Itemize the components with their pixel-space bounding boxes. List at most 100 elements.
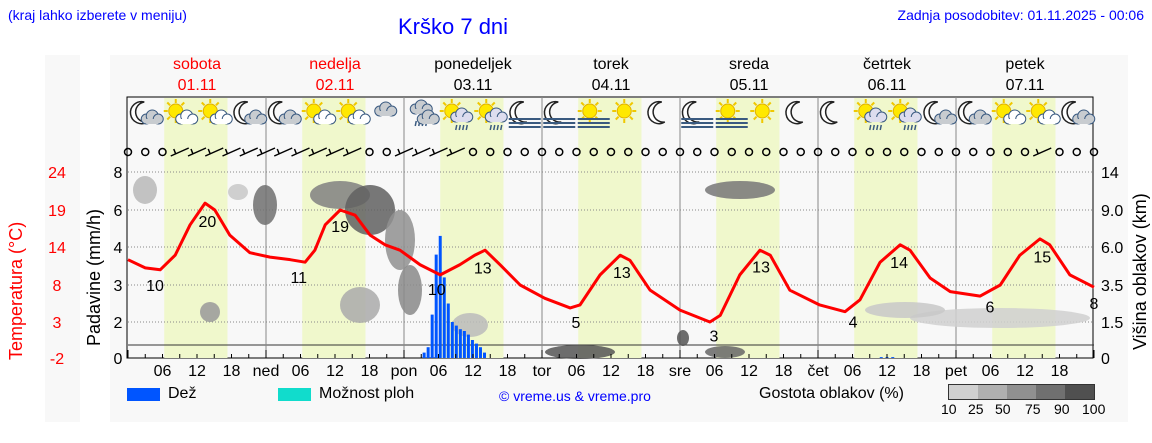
sun-cloud-icon — [336, 99, 371, 125]
sun-ray — [629, 101, 634, 107]
cloud-base — [215, 119, 228, 124]
sun-ray — [442, 115, 447, 121]
wind-barb-icon — [325, 147, 345, 157]
cloud-icon — [374, 101, 398, 117]
cloud-blob — [677, 330, 689, 346]
day-name: petek — [1005, 56, 1045, 73]
wind-calm-icon — [1089, 147, 1099, 157]
x-tick-day: pet — [945, 363, 968, 380]
cloud-blob — [705, 181, 775, 199]
sun-ray — [732, 101, 737, 107]
region-note[interactable]: (kraj lahko izberete v meniju) — [8, 7, 187, 23]
cloud-blob — [253, 185, 277, 225]
wind-calm-icon — [641, 147, 650, 157]
cloud-blob — [705, 346, 745, 358]
wind-calm-icon — [865, 147, 874, 157]
temp-axis-panel — [45, 55, 80, 422]
x-tick-hour: 12 — [602, 363, 620, 380]
rain-bar — [879, 357, 883, 358]
sun-ray — [994, 115, 999, 121]
rain-streak — [462, 124, 465, 131]
cloud-base — [180, 119, 193, 124]
x-tick-day: tor — [533, 363, 552, 380]
wind-calm-icon — [693, 147, 702, 157]
wind-calm-icon — [503, 147, 512, 157]
sun-ray — [870, 101, 875, 107]
x-tick-hour: 18 — [775, 363, 793, 380]
moon-cloud-icon — [129, 100, 164, 125]
temperature-data-label: 6 — [985, 300, 994, 317]
sun-ray — [304, 101, 309, 107]
x-tick-hour: 06 — [706, 363, 724, 380]
temperature-line — [127, 201, 1095, 324]
x-tick-hour: 12 — [1016, 363, 1034, 380]
rain-bar — [462, 331, 466, 358]
x-tick-hour: 06 — [568, 363, 586, 380]
copyright-link[interactable]: © vreme.us & vreme.pro — [499, 388, 651, 404]
cloud-base — [1043, 119, 1056, 124]
x-tick-hour: 18 — [637, 363, 655, 380]
sun-ray — [615, 101, 620, 107]
day-date: 01.11 — [178, 77, 217, 94]
x-tick-day: čet — [807, 363, 829, 380]
moon-fog-icon — [508, 100, 541, 128]
wind-calm-icon — [969, 147, 978, 157]
cloud-base — [974, 119, 987, 124]
temp-tick: 19 — [48, 203, 66, 220]
rain-streak — [414, 120, 417, 127]
wind-calm-icon — [589, 147, 598, 157]
temperature-data-label: 14 — [890, 255, 908, 272]
wind-calm-icon — [382, 147, 391, 157]
x-tick-day: ned — [253, 363, 280, 380]
moon-fog-icon — [681, 100, 714, 128]
cloud-blob — [545, 345, 615, 359]
temperature-data-label: 10 — [428, 282, 446, 299]
wind-barb-icon — [273, 147, 293, 157]
rain-bar — [434, 254, 438, 358]
moon-fog-icon — [543, 100, 576, 128]
density-tick: 50 — [995, 401, 1011, 417]
rain-bar — [483, 352, 486, 358]
temp-tick: 14 — [48, 240, 66, 257]
wind-barb-icon — [170, 147, 190, 157]
rain-bar — [454, 325, 458, 358]
cloud-base — [146, 119, 159, 124]
wind-calm-icon — [882, 147, 892, 157]
cloud-tick: 6.0 — [1101, 240, 1123, 257]
cloud-blob — [910, 308, 1090, 328]
precip-tick: 2 — [114, 315, 123, 332]
precip-tick: 4 — [114, 240, 123, 257]
moon-shape — [647, 100, 666, 125]
sun-ray — [491, 101, 496, 107]
day-date: 05.11 — [730, 77, 769, 94]
wind-calm-icon — [779, 147, 788, 157]
rain-bar — [438, 235, 442, 358]
density-tick: 75 — [1025, 401, 1041, 417]
x-tick-hour: 12 — [878, 363, 896, 380]
temperature-data-label: 15 — [1033, 249, 1051, 266]
rain-streak — [455, 124, 458, 131]
moon-icon — [785, 100, 804, 125]
wind-barb-icon — [222, 147, 241, 157]
rain-bar — [458, 329, 462, 358]
wind-calm-icon — [762, 147, 771, 157]
cloud-tick: 0 — [1101, 351, 1110, 368]
rain-streak — [458, 124, 461, 131]
sun-ray — [180, 101, 185, 107]
sun-ray — [1008, 101, 1013, 107]
wind-calm-icon — [486, 147, 495, 157]
moon-cloud-icon — [1061, 100, 1096, 125]
sun-fog-icon — [715, 99, 748, 128]
x-tick-day: sre — [669, 363, 691, 380]
sun-ray — [339, 115, 344, 121]
sun-rain-icon — [439, 99, 474, 131]
x-tick-hour: 06 — [844, 363, 862, 380]
temperature-data-label: 13 — [752, 260, 770, 277]
cloud-blob — [228, 184, 248, 200]
precip-tick: 3 — [114, 278, 123, 295]
wind-barb-icon — [446, 147, 466, 157]
sun-ray — [215, 101, 220, 107]
sun-ray — [594, 101, 599, 107]
rain-streak — [876, 124, 879, 131]
wind-barb-icon — [394, 147, 414, 157]
